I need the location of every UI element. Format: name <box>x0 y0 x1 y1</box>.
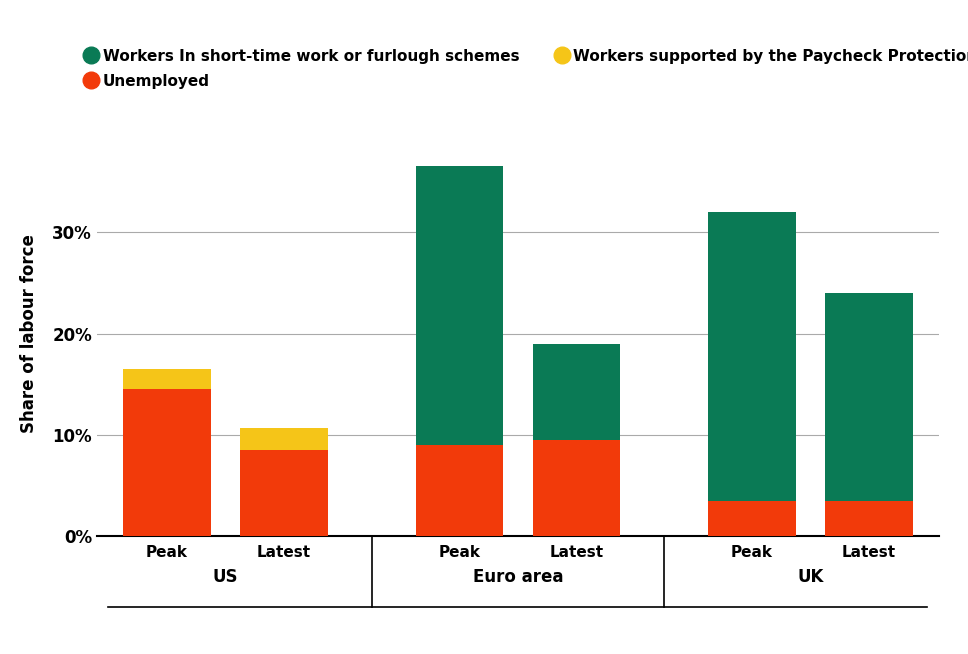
Bar <box>123 389 211 536</box>
Text: Euro area: Euro area <box>472 568 563 586</box>
Bar <box>708 212 796 501</box>
Legend: Workers In short-time work or furlough schemes, Unemployed, Workers supported by: Workers In short-time work or furlough s… <box>87 49 968 88</box>
Bar <box>532 440 620 536</box>
Bar <box>123 369 211 389</box>
Bar <box>825 293 913 501</box>
Bar <box>708 501 796 536</box>
Bar <box>415 445 503 536</box>
Bar <box>240 450 328 536</box>
Bar <box>825 501 913 536</box>
Bar <box>415 166 503 445</box>
Text: US: US <box>213 568 238 586</box>
Text: UK: UK <box>797 568 824 586</box>
Bar <box>240 428 328 450</box>
Y-axis label: Share of labour force: Share of labour force <box>20 234 39 433</box>
Bar <box>532 344 620 440</box>
